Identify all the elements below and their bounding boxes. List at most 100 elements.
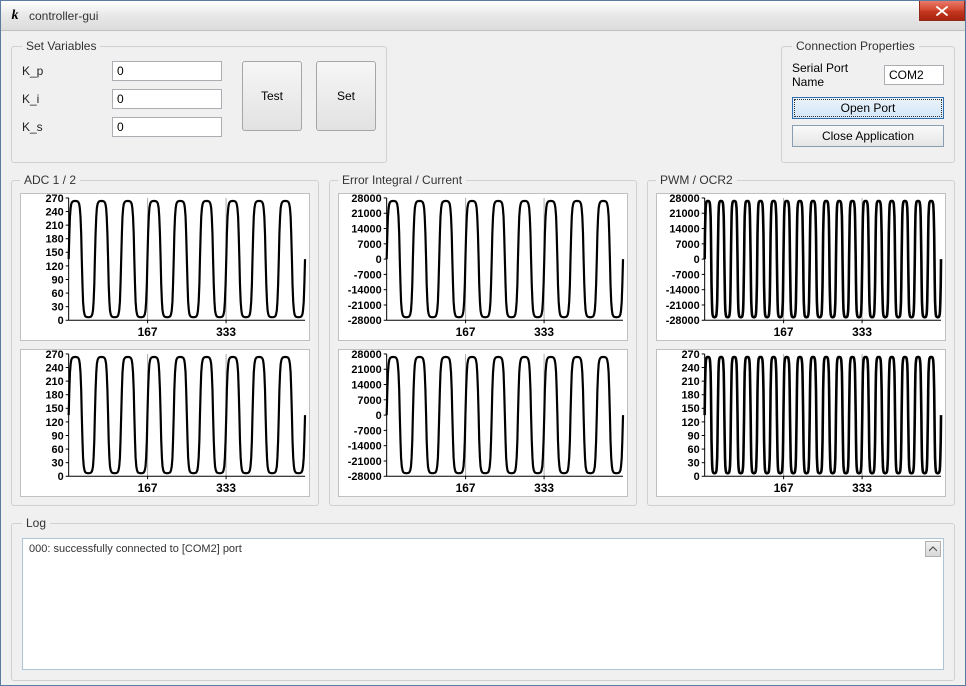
x-tick-label: 333: [534, 481, 554, 495]
x-tick-label: 333: [534, 325, 554, 339]
y-tick-label: 150: [45, 403, 63, 415]
x-tick-label: 333: [216, 481, 236, 495]
y-tick-label: 90: [688, 430, 700, 442]
log-textarea[interactable]: 000: successfully connected to [COM2] po…: [22, 538, 944, 670]
y-tick-label: 90: [52, 274, 64, 286]
chart-svg: 0306090120150180210240270167333: [657, 350, 945, 496]
chart-svg: -28000-21000-14000-700007000140002100028…: [339, 350, 627, 496]
y-tick-label: 0: [694, 471, 700, 483]
y-tick-label: 28000: [669, 194, 699, 205]
kp-label: K_p: [22, 64, 112, 78]
chart-panel: 0306090120150180210240270167333: [20, 349, 310, 497]
chart-legend: ADC 1 / 2: [20, 173, 80, 187]
y-tick-label: 240: [681, 363, 699, 375]
set-variables-group: Set Variables K_p K_i K_s Test Set: [11, 39, 387, 163]
log-group: Log 000: successfully connected to [COM2…: [11, 516, 955, 681]
y-tick-label: 60: [688, 444, 700, 456]
app-icon: k: [7, 8, 23, 24]
x-tick-label: 167: [774, 325, 794, 339]
y-tick-label: 30: [52, 302, 64, 314]
chart-svg: -28000 -21000 -14000 -7000 0 7000 14000 21000 28…: [657, 194, 945, 340]
test-button[interactable]: Test: [242, 61, 302, 131]
y-tick-label: 120: [45, 261, 63, 273]
connection-legend: Connection Properties: [792, 39, 919, 53]
chart-column: Error Integral / Current -28000 -21000 -140…: [329, 173, 637, 506]
y-tick-label: -28000: [348, 315, 382, 327]
chart-svg: 0306090120150180210240270167333: [21, 194, 309, 340]
chart-legend: Error Integral / Current: [338, 173, 466, 187]
y-tick-label: 180: [45, 234, 63, 246]
x-tick-label: 333: [852, 481, 872, 495]
chart-column: ADC 1 / 20306090120150180210240270167333…: [11, 173, 319, 506]
y-tick-label: 7000: [357, 239, 381, 251]
set-button[interactable]: Set: [316, 61, 376, 131]
y-tick-label: 180: [681, 390, 699, 402]
y-tick-label: 7000: [675, 239, 699, 251]
y-tick-label: 14000: [351, 224, 381, 236]
chart-legend: PWM / OCR2: [656, 173, 737, 187]
y-tick-label: -14000: [666, 285, 700, 297]
chart-panel: 0306090120150180210240270167333: [656, 349, 946, 497]
log-legend: Log: [22, 516, 50, 530]
y-tick-label: 0: [376, 254, 382, 266]
y-tick-label: -14000: [348, 285, 382, 297]
y-tick-label: 270: [45, 194, 63, 205]
chart-fieldset: Error Integral / Current -28000 -21000 -140…: [329, 173, 637, 506]
y-tick-label: 28000: [351, 194, 381, 205]
y-tick-label: 0: [694, 254, 700, 266]
open-port-button[interactable]: Open Port: [792, 97, 944, 119]
y-tick-label: 210: [45, 220, 63, 232]
y-tick-label: 210: [45, 376, 63, 388]
connection-group: Connection Properties Serial Port Name O…: [781, 39, 955, 163]
y-tick-label: 270: [45, 350, 63, 361]
ki-input[interactable]: [112, 89, 222, 109]
y-tick-label: 21000: [669, 208, 699, 220]
chart-panel: -28000 -21000 -14000 -7000 0 7000 14000 21000 28…: [656, 193, 946, 341]
serial-port-label: Serial Port Name: [792, 61, 878, 89]
y-tick-label: 0: [376, 410, 382, 422]
y-tick-label: -7000: [672, 269, 700, 281]
x-tick-label: 333: [216, 325, 236, 339]
y-tick-label: -21000: [348, 300, 382, 312]
chart-fieldset: PWM / OCR2 -28000 -21000 -14000 -7000 0 7000 14…: [647, 173, 955, 506]
y-tick-label: 30: [688, 458, 700, 470]
y-tick-label: 90: [52, 430, 64, 442]
window-title: controller-gui: [29, 9, 98, 23]
chart-panel: -28000-21000-14000-700007000140002100028…: [338, 349, 628, 497]
ki-label: K_i: [22, 92, 112, 106]
x-tick-label: 167: [138, 481, 158, 495]
y-tick-label: 14000: [669, 224, 699, 236]
x-tick-label: 167: [774, 481, 794, 495]
y-tick-label: -28000: [348, 471, 382, 483]
y-tick-label: 30: [52, 458, 64, 470]
window-close-button[interactable]: [919, 1, 965, 21]
y-tick-label: -21000: [348, 456, 382, 468]
y-tick-label: 0: [58, 315, 64, 327]
chart-panel: 0306090120150180210240270167333: [20, 193, 310, 341]
y-tick-label: -28000: [666, 315, 700, 327]
y-tick-label: -14000: [348, 441, 382, 453]
chevron-up-icon: [929, 546, 937, 552]
y-tick-label: 270: [681, 350, 699, 361]
close-app-button[interactable]: Close Application: [792, 125, 944, 147]
set-variables-legend: Set Variables: [22, 39, 100, 53]
y-tick-label: 120: [45, 417, 63, 429]
ks-input[interactable]: [112, 117, 222, 137]
scroll-up-button[interactable]: [925, 541, 941, 557]
x-tick-label: 167: [138, 325, 158, 339]
serial-port-input[interactable]: [884, 65, 944, 85]
y-tick-label: 60: [52, 288, 64, 300]
y-tick-label: 0: [58, 471, 64, 483]
chart-svg: 0306090120150180210240270167333: [21, 350, 309, 496]
chart-column: PWM / OCR2 -28000 -21000 -14000 -7000 0 7000 14…: [647, 173, 955, 506]
ks-label: K_s: [22, 120, 112, 134]
kp-input[interactable]: [112, 61, 222, 81]
y-tick-label: -7000: [354, 425, 382, 437]
y-tick-label: 60: [52, 444, 64, 456]
x-tick-label: 333: [852, 325, 872, 339]
y-tick-label: 21000: [351, 364, 381, 376]
y-tick-label: 7000: [357, 395, 381, 407]
y-tick-label: 240: [45, 363, 63, 375]
y-tick-label: 240: [45, 207, 63, 219]
y-tick-label: -21000: [666, 300, 700, 312]
